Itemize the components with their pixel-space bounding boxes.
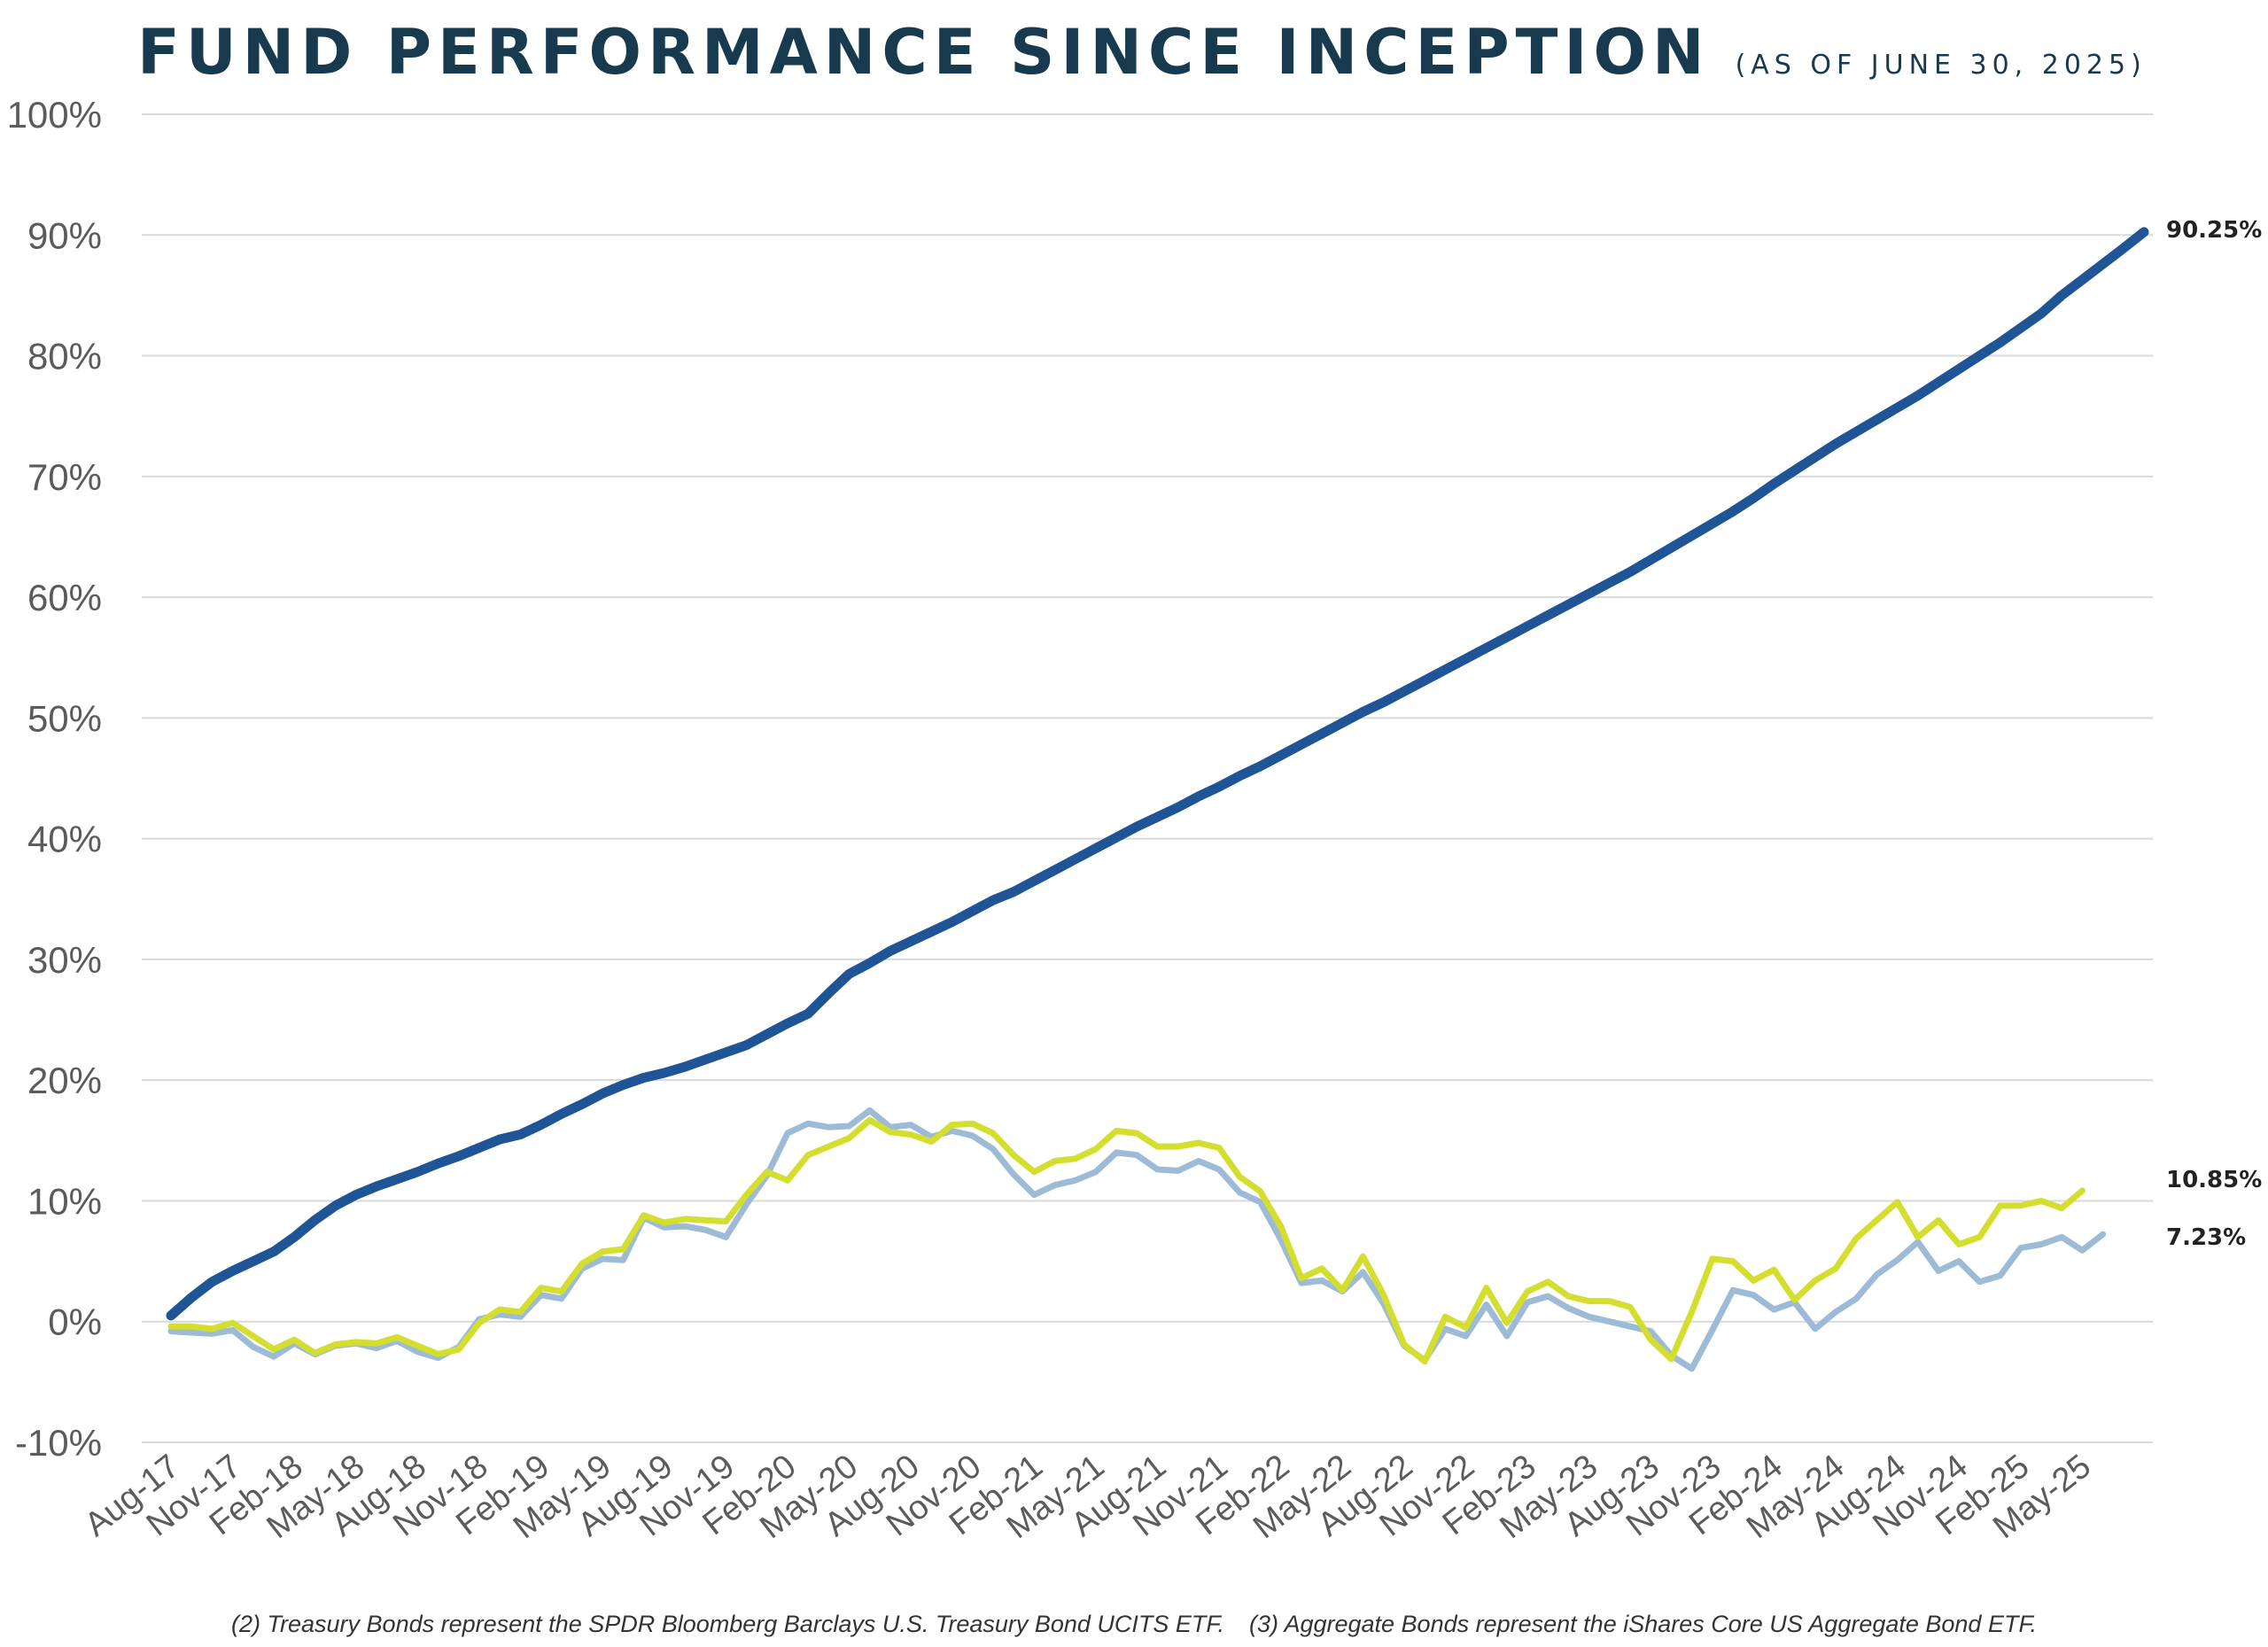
series-line [167,1116,2085,1365]
series-end-label: 10.85% [2166,1167,2262,1193]
y-tick-label: 10% [27,1180,102,1222]
series-line [166,227,2149,1321]
y-tick-label: 40% [27,819,102,860]
footnotes: (2) Treasury Bonds represent the SPDR Bl… [0,1611,2268,1638]
series-end-label: 90.25% [2166,217,2262,244]
footnote-aggregate: (3) Aggregate Bonds represent the iShare… [1248,1611,2037,1637]
y-tick-label: 20% [27,1060,102,1101]
y-tick-label: 0% [48,1301,102,1343]
y-tick-label: 30% [27,939,102,981]
series-end-label: 7.23% [2166,1224,2246,1251]
y-tick-label: 100% [7,94,102,136]
y-tick-label: 50% [27,697,102,739]
x-axis-ticks: Aug-17Nov-17Feb-18May-18Aug-18Nov-18Feb-… [78,1448,2098,1546]
footnote-treasury: (2) Treasury Bonds represent the SPDR Bl… [231,1611,1224,1637]
series-line [167,1107,2107,1372]
y-tick-label: 80% [27,336,102,377]
y-tick-label: -10% [15,1422,102,1464]
chart-title: FUND PERFORMANCE SINCE INCEPTION [137,16,1711,89]
chart-subtitle: (AS OF JUNE 30, 2025) [1735,50,2147,81]
chart-title-block: FUND PERFORMANCE SINCE INCEPTION (AS OF J… [137,16,2147,89]
end-labels: 90.25% 7.23% 10.85% [2166,217,2262,1251]
y-tick-label: 60% [27,577,102,618]
y-tick-label: 90% [27,214,102,256]
series-lines [166,227,2149,1372]
y-tick-label: 70% [27,456,102,498]
y-axis-ticks: -10% 0% 10% 20% 30% 40% 50% 60% 70% 80% 90% 100% [7,94,102,1464]
grid-lines [142,113,2153,1443]
